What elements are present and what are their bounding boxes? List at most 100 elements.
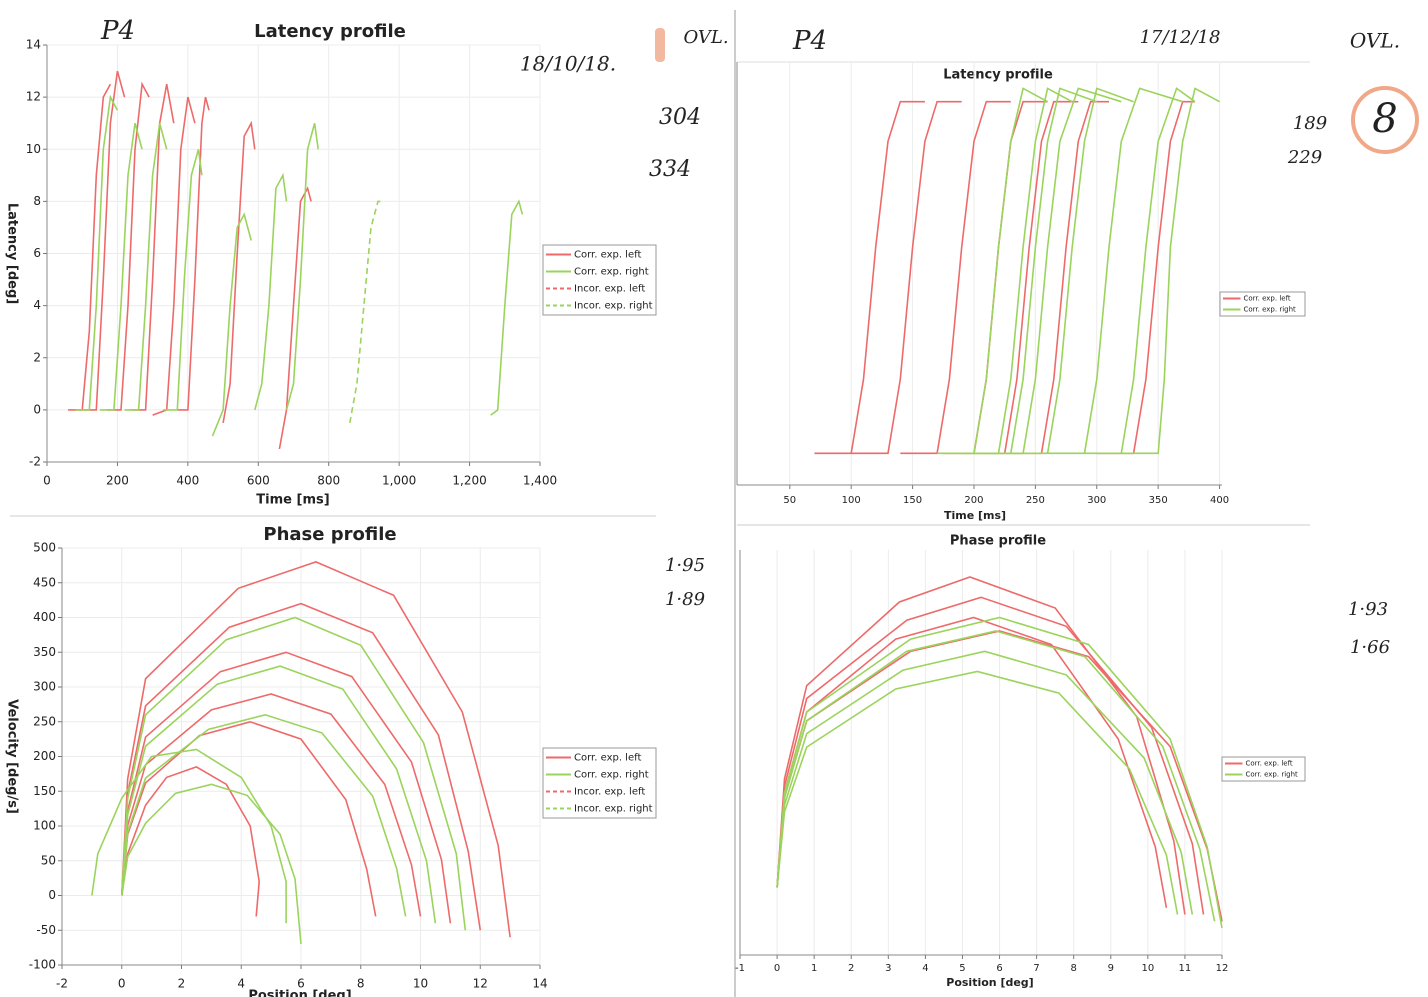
handwritten-note: 18/10/18. xyxy=(520,52,616,76)
x-tick-label: 400 xyxy=(1210,495,1229,506)
x-tick-label: -1 xyxy=(735,963,745,974)
x-tick-label: 300 xyxy=(1087,495,1106,506)
handwritten-note: OVL. xyxy=(1350,29,1400,53)
trace-line xyxy=(75,94,119,411)
x-tick-label: 2 xyxy=(178,977,186,991)
trace-line xyxy=(278,186,312,450)
chart-panel: Phase profile Position [deg] Velocity [deg… xyxy=(5,524,657,997)
handwritten-note: OVL. xyxy=(683,27,728,48)
x-tick-label: 11 xyxy=(1179,963,1192,974)
legend-label: Incor. exp. left xyxy=(574,787,645,798)
y-tick-label: -50 xyxy=(36,923,56,937)
x-tick-label: 12 xyxy=(1216,963,1229,974)
y-tick-label: 8 xyxy=(33,194,41,208)
y-tick-label: 50 xyxy=(41,853,56,867)
chart-panel: Latency profile Time [ms] Latency [deg] 0 20… xyxy=(5,21,657,508)
trace-line xyxy=(106,81,150,411)
y-tick-label: 0 xyxy=(48,888,56,902)
handwritten-note: 334 xyxy=(649,157,691,182)
trace-line xyxy=(776,670,1179,915)
x-tick-label: 600 xyxy=(247,474,270,488)
y-tick-label: 0 xyxy=(33,402,41,416)
trace-line xyxy=(349,200,382,424)
trace-line xyxy=(1121,87,1220,455)
y-tick-label: 250 xyxy=(33,714,56,728)
legend-label: Corr. exp. right xyxy=(574,770,649,781)
trace-line xyxy=(177,96,210,411)
legend-label: Corr. exp. right xyxy=(1246,771,1299,779)
x-tick-label: 200 xyxy=(106,474,129,488)
x-tick-label: 8 xyxy=(1071,963,1077,974)
legend-label: Incor. exp. right xyxy=(574,804,653,815)
trace-line xyxy=(121,665,437,924)
y-tick-label: 6 xyxy=(33,246,41,260)
x-axis-label: Time [ms] xyxy=(256,493,329,508)
legend-box xyxy=(542,747,657,819)
y-tick-label: -2 xyxy=(29,455,41,469)
chart-title: Latency profile xyxy=(943,68,1053,83)
trace-line xyxy=(91,748,287,924)
x-tick-label: 7 xyxy=(1033,963,1039,974)
trace-line xyxy=(121,651,452,924)
x-axis-label: Position [deg] xyxy=(248,989,351,997)
trace-line xyxy=(121,783,302,945)
trace-line xyxy=(490,199,524,416)
handwritten-note: 1·66 xyxy=(1350,637,1390,658)
y-tick-label: 450 xyxy=(33,575,56,589)
y-tick-label: 500 xyxy=(33,541,56,555)
y-tick-label: 14 xyxy=(26,38,41,52)
handwritten-note: 1·89 xyxy=(665,589,705,610)
legend-label: Corr. exp. left xyxy=(574,250,641,261)
x-tick-label: 150 xyxy=(903,495,922,506)
handwritten-note: 1·93 xyxy=(1348,599,1388,620)
x-tick-label: 50 xyxy=(783,495,796,506)
trace-line xyxy=(121,766,261,917)
x-tick-label: 10 xyxy=(1141,963,1154,974)
trace-line xyxy=(124,122,168,411)
y-tick-label: 4 xyxy=(33,298,41,312)
y-axis-label: Latency [deg] xyxy=(5,203,20,304)
x-tick-label: 0 xyxy=(118,977,126,991)
handwritten-note: P4 xyxy=(792,26,827,56)
y-axis-label: Velocity [deg/s] xyxy=(5,699,20,814)
handwritten-note: 304 xyxy=(659,105,701,130)
chart-title: Latency profile xyxy=(254,21,406,42)
trace-line xyxy=(776,630,1216,922)
x-tick-label: 800 xyxy=(317,474,340,488)
handwritten-note: 1·95 xyxy=(665,555,705,576)
x-tick-label: 3 xyxy=(885,963,891,974)
legend-box xyxy=(1221,756,1306,782)
trace-line xyxy=(776,576,1186,915)
trace-line xyxy=(211,212,252,437)
y-tick-label: 100 xyxy=(33,819,56,833)
x-tick-label: 10 xyxy=(413,977,428,991)
x-tick-label: 400 xyxy=(176,474,199,488)
trace-line xyxy=(131,83,175,411)
chart-title: Phase profile xyxy=(263,524,396,545)
x-tick-label: 4 xyxy=(922,963,928,974)
circle-mark xyxy=(1351,86,1419,154)
trace-line xyxy=(152,96,196,416)
x-tick-label: 1,400 xyxy=(523,474,557,488)
x-tick-label: 100 xyxy=(842,495,861,506)
legend-label: Corr. exp. left xyxy=(1244,295,1291,303)
x-tick-label: 14 xyxy=(532,977,547,991)
x-axis-label: Time [ms] xyxy=(944,509,1006,522)
trace-line xyxy=(82,70,126,411)
trace-line xyxy=(163,149,203,411)
x-tick-label: 4 xyxy=(237,977,245,991)
y-tick-label: 10 xyxy=(26,142,41,156)
legend-label: Corr. exp. right xyxy=(1244,306,1297,314)
trace-line xyxy=(254,172,288,411)
y-tick-label: 2 xyxy=(33,350,41,364)
trace-line xyxy=(121,720,377,917)
trace-line xyxy=(121,616,467,931)
handwritten-note: 8 xyxy=(1372,96,1397,142)
trace-line xyxy=(285,122,319,411)
x-tick-label: 1,200 xyxy=(452,474,486,488)
trace-line xyxy=(121,693,422,917)
y-tick-label: 350 xyxy=(33,645,56,659)
x-tick-label: 200 xyxy=(964,495,983,506)
